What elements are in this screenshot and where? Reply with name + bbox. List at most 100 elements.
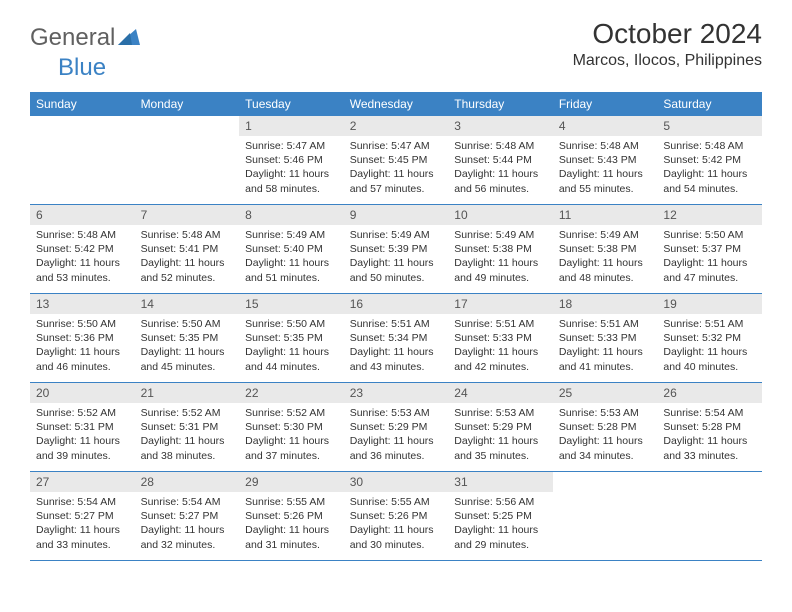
day-cell: 1Sunrise: 5:47 AMSunset: 5:46 PMDaylight… (239, 116, 344, 204)
day-details: Sunrise: 5:51 AMSunset: 5:34 PMDaylight:… (344, 314, 449, 378)
week-row: 6Sunrise: 5:48 AMSunset: 5:42 PMDaylight… (30, 205, 762, 294)
day-details: Sunrise: 5:52 AMSunset: 5:31 PMDaylight:… (30, 403, 135, 467)
day-number: 5 (657, 116, 762, 136)
day-cell (657, 472, 762, 560)
day-number: 14 (135, 294, 240, 314)
day-number: 3 (448, 116, 553, 136)
day-number: 25 (553, 383, 658, 403)
day-cell: 22Sunrise: 5:52 AMSunset: 5:30 PMDayligh… (239, 383, 344, 471)
day-number: 30 (344, 472, 449, 492)
day-details: Sunrise: 5:48 AMSunset: 5:41 PMDaylight:… (135, 225, 240, 289)
day-cell: 4Sunrise: 5:48 AMSunset: 5:43 PMDaylight… (553, 116, 658, 204)
day-details: Sunrise: 5:51 AMSunset: 5:32 PMDaylight:… (657, 314, 762, 378)
day-cell: 29Sunrise: 5:55 AMSunset: 5:26 PMDayligh… (239, 472, 344, 560)
day-number: 29 (239, 472, 344, 492)
day-number: 18 (553, 294, 658, 314)
day-details: Sunrise: 5:50 AMSunset: 5:35 PMDaylight:… (135, 314, 240, 378)
day-details: Sunrise: 5:52 AMSunset: 5:31 PMDaylight:… (135, 403, 240, 467)
day-number: 22 (239, 383, 344, 403)
title-block: October 2024 Marcos, Ilocos, Philippines (573, 18, 762, 70)
week-row: 27Sunrise: 5:54 AMSunset: 5:27 PMDayligh… (30, 472, 762, 561)
day-cell: 24Sunrise: 5:53 AMSunset: 5:29 PMDayligh… (448, 383, 553, 471)
day-number: 31 (448, 472, 553, 492)
day-details: Sunrise: 5:48 AMSunset: 5:43 PMDaylight:… (553, 136, 658, 200)
day-details: Sunrise: 5:49 AMSunset: 5:39 PMDaylight:… (344, 225, 449, 289)
day-cell: 14Sunrise: 5:50 AMSunset: 5:35 PMDayligh… (135, 294, 240, 382)
day-number: 6 (30, 205, 135, 225)
day-details: Sunrise: 5:53 AMSunset: 5:28 PMDaylight:… (553, 403, 658, 467)
day-cell: 13Sunrise: 5:50 AMSunset: 5:36 PMDayligh… (30, 294, 135, 382)
day-number: 26 (657, 383, 762, 403)
day-cell: 8Sunrise: 5:49 AMSunset: 5:40 PMDaylight… (239, 205, 344, 293)
weekday-monday: Monday (135, 93, 240, 116)
day-number: 27 (30, 472, 135, 492)
day-details: Sunrise: 5:56 AMSunset: 5:25 PMDaylight:… (448, 492, 553, 556)
day-cell: 26Sunrise: 5:54 AMSunset: 5:28 PMDayligh… (657, 383, 762, 471)
day-number: 10 (448, 205, 553, 225)
day-cell: 6Sunrise: 5:48 AMSunset: 5:42 PMDaylight… (30, 205, 135, 293)
day-number: 1 (239, 116, 344, 136)
weekday-saturday: Saturday (657, 93, 762, 116)
day-details: Sunrise: 5:47 AMSunset: 5:45 PMDaylight:… (344, 136, 449, 200)
week-row: 20Sunrise: 5:52 AMSunset: 5:31 PMDayligh… (30, 383, 762, 472)
weekday-sunday: Sunday (30, 93, 135, 116)
day-number: 17 (448, 294, 553, 314)
day-cell: 12Sunrise: 5:50 AMSunset: 5:37 PMDayligh… (657, 205, 762, 293)
weekday-header: SundayMondayTuesdayWednesdayThursdayFrid… (30, 93, 762, 116)
day-details: Sunrise: 5:50 AMSunset: 5:37 PMDaylight:… (657, 225, 762, 289)
day-cell: 10Sunrise: 5:49 AMSunset: 5:38 PMDayligh… (448, 205, 553, 293)
day-details: Sunrise: 5:48 AMSunset: 5:42 PMDaylight:… (30, 225, 135, 289)
logo-text-general: General (30, 24, 115, 52)
day-details: Sunrise: 5:47 AMSunset: 5:46 PMDaylight:… (239, 136, 344, 200)
weekday-friday: Friday (553, 93, 658, 116)
day-details: Sunrise: 5:49 AMSunset: 5:38 PMDaylight:… (448, 225, 553, 289)
day-cell (30, 116, 135, 204)
day-number: 23 (344, 383, 449, 403)
weekday-wednesday: Wednesday (344, 93, 449, 116)
day-cell: 17Sunrise: 5:51 AMSunset: 5:33 PMDayligh… (448, 294, 553, 382)
calendar: SundayMondayTuesdayWednesdayThursdayFrid… (30, 92, 762, 561)
day-cell: 15Sunrise: 5:50 AMSunset: 5:35 PMDayligh… (239, 294, 344, 382)
day-cell: 30Sunrise: 5:55 AMSunset: 5:26 PMDayligh… (344, 472, 449, 560)
day-details: Sunrise: 5:50 AMSunset: 5:36 PMDaylight:… (30, 314, 135, 378)
day-details: Sunrise: 5:52 AMSunset: 5:30 PMDaylight:… (239, 403, 344, 467)
day-details: Sunrise: 5:55 AMSunset: 5:26 PMDaylight:… (239, 492, 344, 556)
day-cell: 7Sunrise: 5:48 AMSunset: 5:41 PMDaylight… (135, 205, 240, 293)
day-details: Sunrise: 5:53 AMSunset: 5:29 PMDaylight:… (448, 403, 553, 467)
day-number: 7 (135, 205, 240, 225)
day-cell: 3Sunrise: 5:48 AMSunset: 5:44 PMDaylight… (448, 116, 553, 204)
day-number: 2 (344, 116, 449, 136)
day-details: Sunrise: 5:49 AMSunset: 5:38 PMDaylight:… (553, 225, 658, 289)
weekday-thursday: Thursday (448, 93, 553, 116)
day-number: 9 (344, 205, 449, 225)
day-details: Sunrise: 5:51 AMSunset: 5:33 PMDaylight:… (553, 314, 658, 378)
day-cell: 27Sunrise: 5:54 AMSunset: 5:27 PMDayligh… (30, 472, 135, 560)
day-cell: 20Sunrise: 5:52 AMSunset: 5:31 PMDayligh… (30, 383, 135, 471)
day-cell: 9Sunrise: 5:49 AMSunset: 5:39 PMDaylight… (344, 205, 449, 293)
logo: General (30, 24, 140, 52)
location-text: Marcos, Ilocos, Philippines (573, 52, 762, 70)
day-cell: 11Sunrise: 5:49 AMSunset: 5:38 PMDayligh… (553, 205, 658, 293)
day-details: Sunrise: 5:54 AMSunset: 5:27 PMDaylight:… (30, 492, 135, 556)
day-cell: 31Sunrise: 5:56 AMSunset: 5:25 PMDayligh… (448, 472, 553, 560)
day-number: 11 (553, 205, 658, 225)
day-details: Sunrise: 5:54 AMSunset: 5:27 PMDaylight:… (135, 492, 240, 556)
logo-triangle-icon (118, 24, 140, 52)
day-number: 15 (239, 294, 344, 314)
weeks-container: 1Sunrise: 5:47 AMSunset: 5:46 PMDaylight… (30, 116, 762, 561)
day-details: Sunrise: 5:48 AMSunset: 5:44 PMDaylight:… (448, 136, 553, 200)
day-number: 24 (448, 383, 553, 403)
day-cell: 2Sunrise: 5:47 AMSunset: 5:45 PMDaylight… (344, 116, 449, 204)
day-number: 19 (657, 294, 762, 314)
day-cell: 28Sunrise: 5:54 AMSunset: 5:27 PMDayligh… (135, 472, 240, 560)
day-number: 13 (30, 294, 135, 314)
day-cell: 21Sunrise: 5:52 AMSunset: 5:31 PMDayligh… (135, 383, 240, 471)
day-cell: 18Sunrise: 5:51 AMSunset: 5:33 PMDayligh… (553, 294, 658, 382)
day-number: 16 (344, 294, 449, 314)
day-details: Sunrise: 5:53 AMSunset: 5:29 PMDaylight:… (344, 403, 449, 467)
day-details: Sunrise: 5:48 AMSunset: 5:42 PMDaylight:… (657, 136, 762, 200)
day-cell (553, 472, 658, 560)
day-number: 12 (657, 205, 762, 225)
week-row: 1Sunrise: 5:47 AMSunset: 5:46 PMDaylight… (30, 116, 762, 205)
logo-text-blue: Blue (58, 54, 106, 82)
